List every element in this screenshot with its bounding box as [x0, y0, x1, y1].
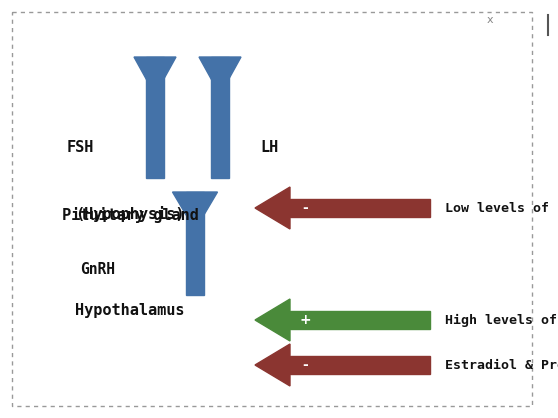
Text: FSH: FSH — [66, 140, 94, 155]
Polygon shape — [255, 187, 290, 229]
Bar — [290, 199, 430, 217]
Text: (Hypophysis): (Hypophysis) — [75, 206, 185, 222]
Text: Estradiol & Progesterone: Estradiol & Progesterone — [445, 359, 558, 372]
Polygon shape — [172, 192, 218, 230]
Text: LH: LH — [260, 140, 278, 155]
Bar — [186, 192, 204, 295]
Text: GnRH: GnRH — [80, 263, 115, 278]
Bar — [146, 57, 164, 178]
Text: +: + — [299, 313, 311, 327]
Polygon shape — [199, 57, 241, 95]
Bar — [290, 311, 430, 329]
Bar — [290, 356, 430, 374]
Text: -: - — [302, 358, 308, 372]
Polygon shape — [134, 57, 176, 95]
Polygon shape — [255, 344, 290, 386]
Bar — [211, 57, 229, 178]
FancyBboxPatch shape — [12, 12, 532, 406]
Text: Low levels of Estradiol: Low levels of Estradiol — [445, 201, 558, 214]
Text: x: x — [487, 15, 493, 25]
Text: High levels of Estradiol: High levels of Estradiol — [445, 314, 558, 326]
Text: -: - — [302, 201, 308, 215]
Text: Pituitary gland: Pituitary gland — [61, 207, 199, 223]
Text: Hypothalamus: Hypothalamus — [75, 303, 185, 318]
Polygon shape — [255, 299, 290, 341]
